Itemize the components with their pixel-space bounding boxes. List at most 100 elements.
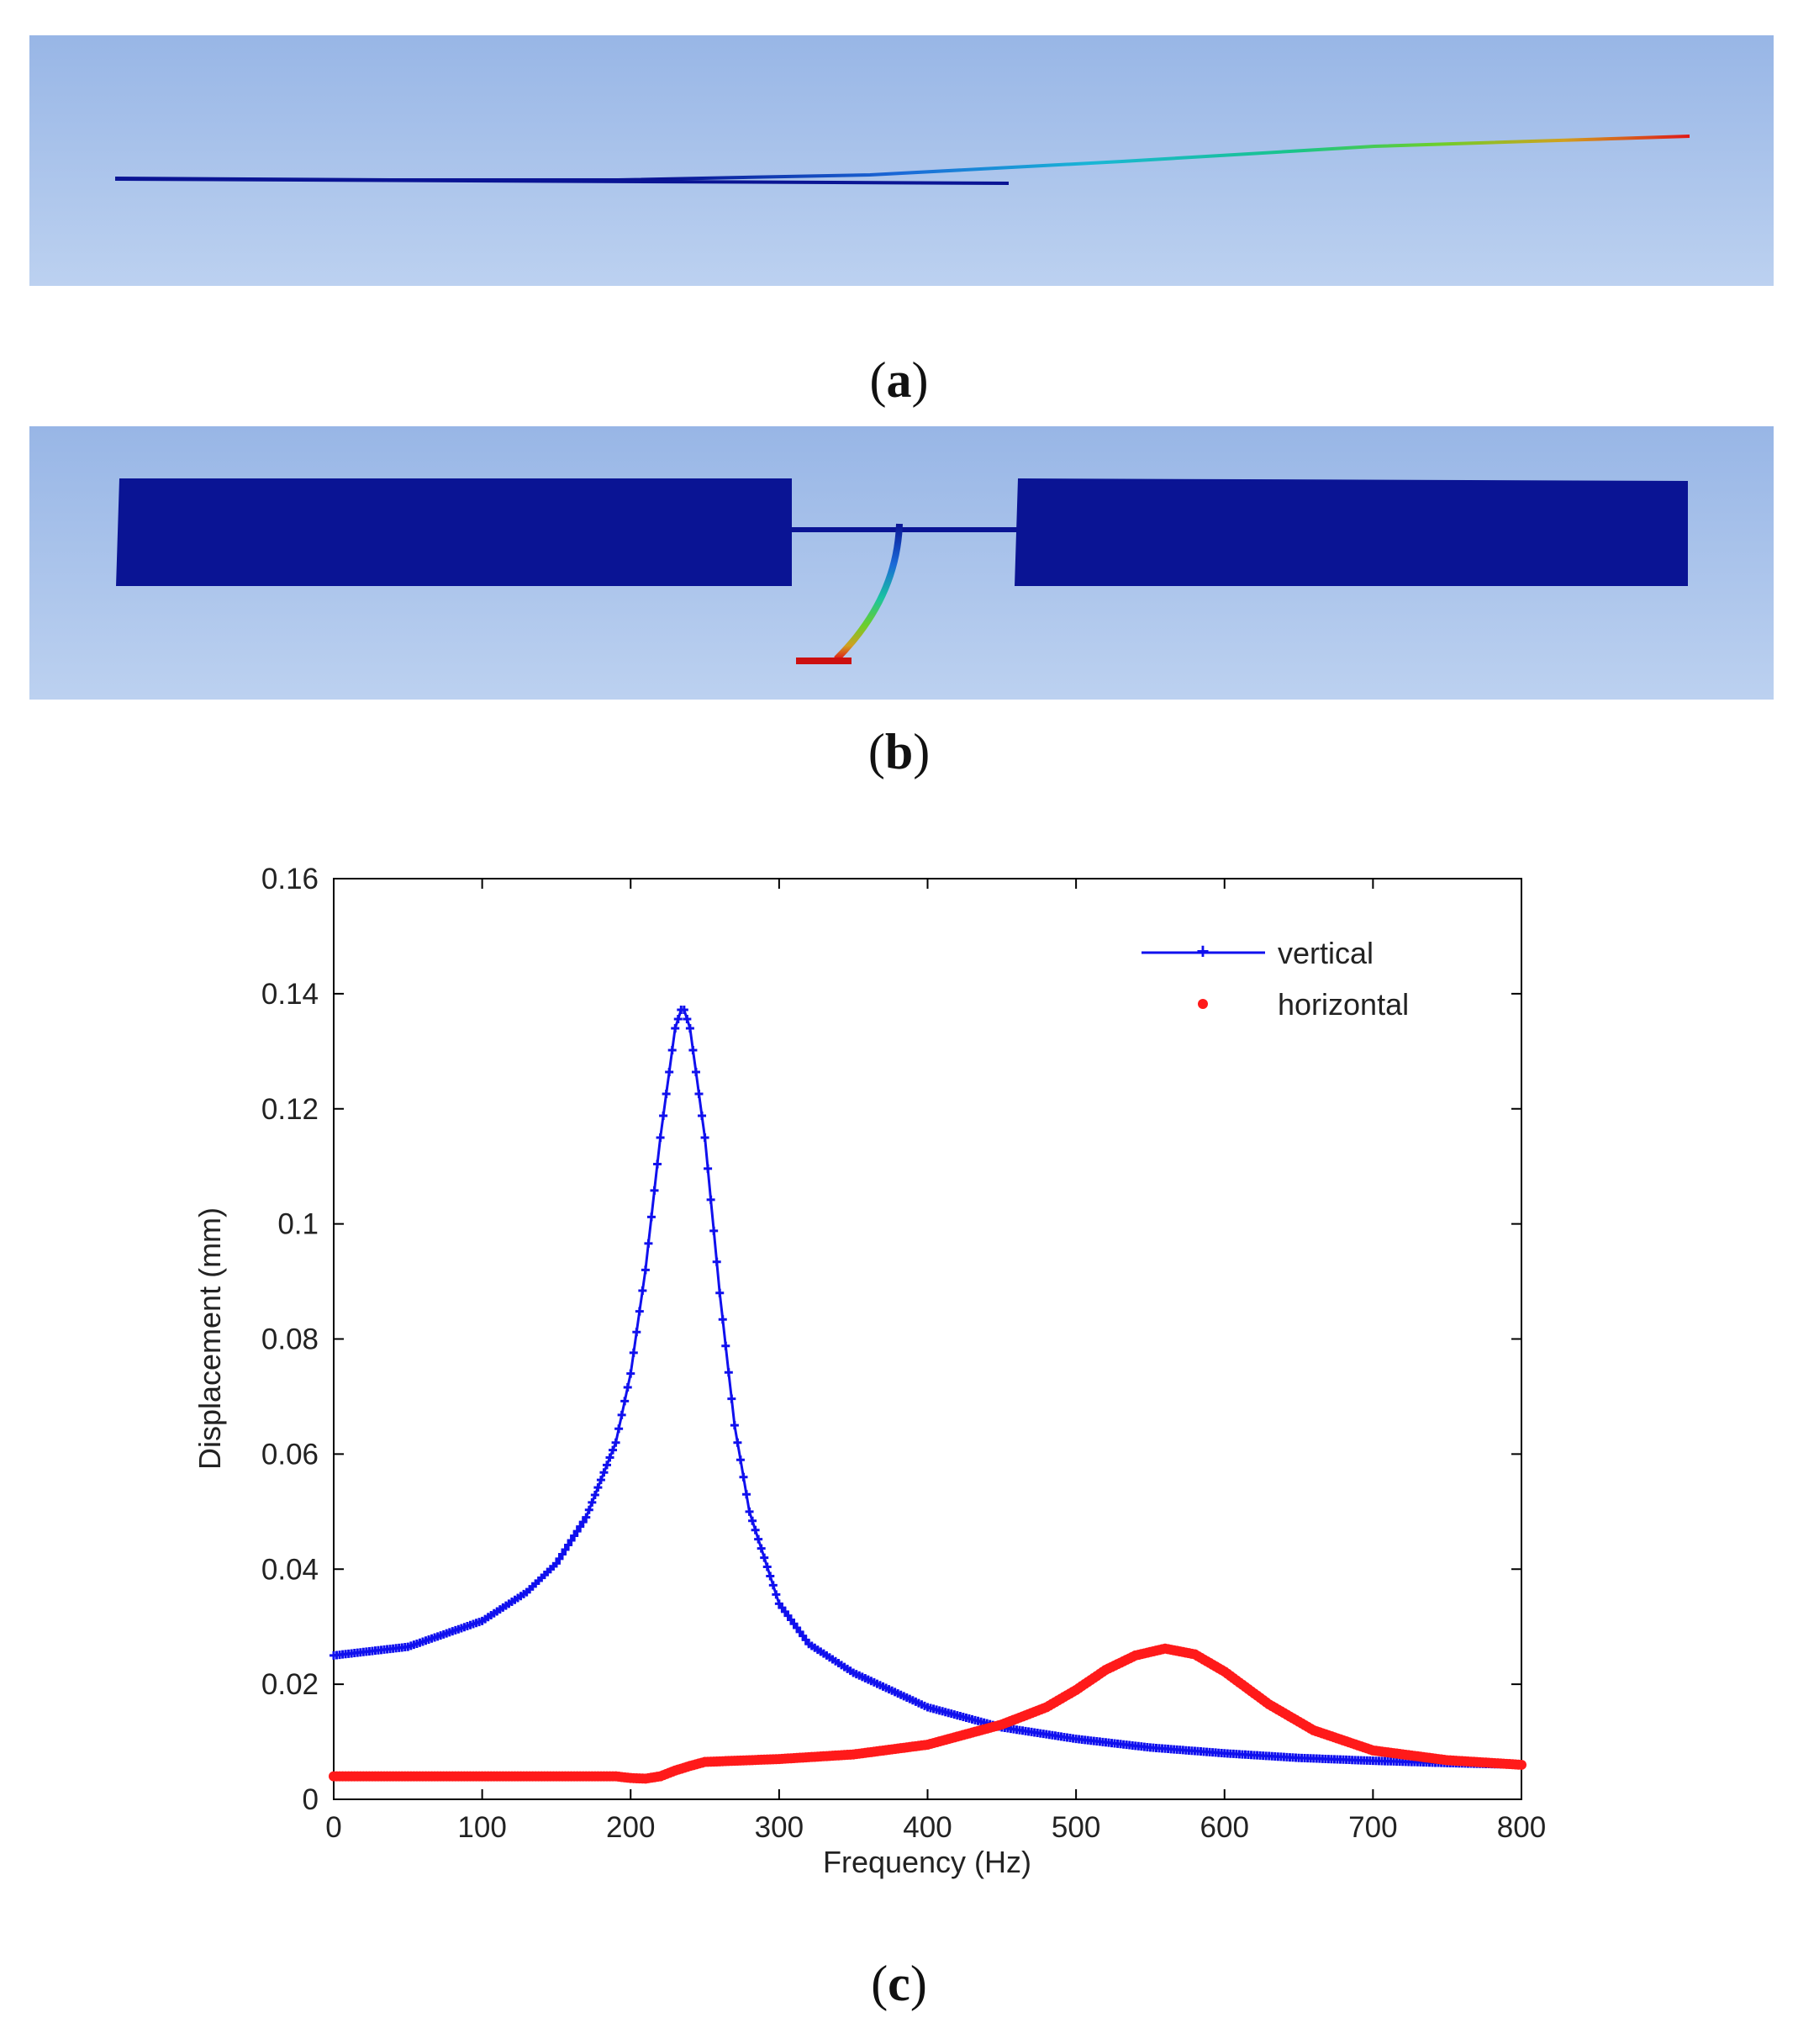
data-point-horizontal: [1516, 1759, 1526, 1770]
y-tick-label: 0.04: [261, 1553, 319, 1586]
x-tick-label: 800: [1497, 1811, 1546, 1844]
data-point-vertical: [698, 1111, 707, 1120]
series-layer: [329, 1006, 1526, 1784]
data-point-vertical: [644, 1239, 653, 1248]
data-point-vertical: [766, 1571, 775, 1581]
data-point-vertical: [582, 1513, 591, 1522]
data-point-vertical: [564, 1540, 573, 1550]
y-tick-label: 0: [303, 1783, 319, 1816]
data-point-vertical: [679, 1006, 688, 1015]
data-point-vertical: [754, 1534, 763, 1544]
data-point-vertical: [730, 1421, 739, 1430]
y-tick-label: 0.12: [261, 1093, 319, 1126]
data-point-vertical: [721, 1341, 730, 1350]
data-point-vertical: [739, 1472, 748, 1482]
data-point-vertical: [760, 1553, 769, 1562]
data-point-vertical: [667, 1045, 677, 1054]
data-point-vertical: [736, 1455, 745, 1465]
data-point-vertical: [576, 1522, 585, 1531]
x-tick-label: 600: [1200, 1811, 1249, 1844]
data-point-vertical: [715, 1288, 725, 1297]
series-line-vertical: [333, 1008, 1521, 1767]
data-point-vertical: [617, 1410, 626, 1419]
data-point-vertical: [635, 1307, 644, 1316]
y-tick-label: 0.14: [261, 978, 319, 1011]
data-point-vertical: [709, 1226, 719, 1235]
data-point-vertical: [762, 1562, 772, 1571]
data-point-vertical: [704, 1164, 713, 1173]
panel-a-beam-render: [114, 135, 1690, 185]
data-point-vertical: [724, 1368, 733, 1377]
data-point-vertical: [748, 1516, 757, 1525]
data-point-vertical: [656, 1133, 665, 1142]
panel-a-simulation-view: [29, 35, 1774, 286]
data-point-vertical: [685, 1023, 694, 1033]
data-point-vertical: [727, 1394, 736, 1403]
data-point-vertical: [570, 1531, 579, 1540]
data-point-vertical: [646, 1212, 656, 1222]
data-point-vertical: [742, 1490, 751, 1499]
legend: + vertical horizontal: [1142, 936, 1409, 1022]
data-point-vertical: [602, 1460, 611, 1470]
legend-vertical-marker: +: [1196, 938, 1209, 964]
data-point-vertical: [650, 1186, 659, 1195]
data-point-vertical: [768, 1581, 778, 1590]
data-point-vertical: [551, 1559, 561, 1568]
data-point-vertical: [757, 1544, 766, 1553]
x-tick-label: 400: [903, 1811, 952, 1844]
data-point-vertical: [555, 1554, 564, 1563]
x-tick-label: 700: [1348, 1811, 1397, 1844]
caption-c: (c): [871, 1956, 927, 2011]
right-mass-block: [1015, 478, 1688, 586]
data-point-vertical: [673, 1014, 683, 1023]
data-point-vertical: [599, 1468, 609, 1477]
data-point-vertical: [572, 1527, 582, 1536]
data-point-vertical: [588, 1497, 597, 1507]
data-point-vertical: [712, 1257, 721, 1266]
data-point-vertical: [567, 1536, 576, 1545]
data-point-vertical: [590, 1490, 599, 1499]
series-vertical: [330, 1006, 1526, 1769]
data-point-vertical: [665, 1067, 674, 1076]
data-point-vertical: [605, 1453, 614, 1462]
x-tick-label: 100: [457, 1811, 506, 1844]
data-point-vertical: [641, 1265, 650, 1275]
y-tick-label: 0.06: [261, 1438, 319, 1471]
data-point-vertical: [718, 1315, 727, 1324]
x-tick-label: 500: [1052, 1811, 1100, 1844]
data-point-vertical: [578, 1518, 588, 1527]
x-axis-title: Frequency (Hz): [823, 1845, 1031, 1879]
legend-horizontal-label: horizontal: [1278, 987, 1409, 1022]
data-point-vertical: [688, 1045, 698, 1054]
y-tick-label: 0.08: [261, 1323, 319, 1356]
frequency-response-chart: 0 100 200 300 400 500 600 700 800 0 0.02 0.04 0.06 0.…: [192, 863, 1546, 1879]
panel-b-simulation-view: [29, 426, 1774, 700]
legend-horizontal-marker: [1198, 999, 1208, 1009]
data-point-vertical: [659, 1111, 668, 1120]
data-point-vertical: [733, 1438, 742, 1447]
data-point-vertical: [558, 1550, 567, 1559]
data-point-vertical: [694, 1089, 704, 1098]
data-point-vertical: [662, 1089, 671, 1098]
x-tick-label: 200: [606, 1811, 655, 1844]
y-tick-label: 0.1: [277, 1208, 319, 1241]
axis-ticks: [333, 878, 1522, 1800]
data-point-vertical: [584, 1505, 593, 1514]
data-point-vertical: [623, 1382, 632, 1392]
beam-deformed-shape: [114, 135, 1690, 182]
data-point-vertical: [638, 1286, 647, 1296]
data-point-vertical: [772, 1590, 781, 1599]
data-point-vertical: [626, 1369, 635, 1378]
panel-b-model-render: [116, 478, 1688, 664]
legend-vertical-label: vertical: [1278, 936, 1374, 970]
y-axis-title: Displacement (mm): [192, 1207, 227, 1470]
data-point-vertical: [671, 1023, 680, 1033]
data-point-vertical: [653, 1159, 662, 1169]
x-tick-label: 300: [755, 1811, 804, 1844]
y-tick-label: 0.02: [261, 1668, 319, 1701]
data-point-vertical: [596, 1476, 605, 1485]
data-point-vertical: [632, 1328, 641, 1337]
caption-a: (a): [869, 352, 929, 408]
data-point-vertical: [706, 1195, 715, 1204]
left-mass-block: [116, 478, 792, 586]
